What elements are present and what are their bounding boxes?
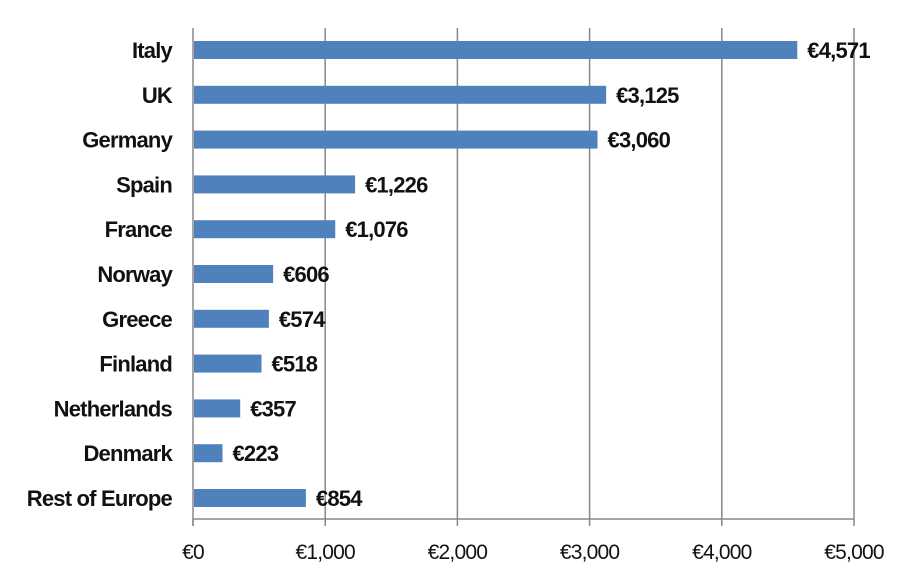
category-label: UK: [142, 83, 173, 108]
value-label: €1,076: [345, 217, 408, 242]
value-label: €574: [279, 307, 326, 332]
category-label: Finland: [99, 352, 172, 377]
bar-italy: [194, 41, 798, 59]
bar-norway: [194, 265, 274, 283]
x-tick-label: €5,000: [824, 541, 884, 564]
category-label: Netherlands: [54, 396, 173, 421]
x-tick-label: €2,000: [428, 541, 488, 564]
labels: €0 €1,000 €2,000 €3,000 €4,000 €5,000 Italy €4,…: [27, 38, 885, 564]
x-tick-label: €4,000: [692, 541, 752, 564]
x-tick-label: €3,000: [560, 541, 620, 564]
value-label: €223: [232, 441, 278, 466]
gridlines: [324, 28, 855, 519]
bar-uk: [194, 85, 607, 104]
bar-france: [194, 220, 336, 239]
axes: [192, 28, 855, 526]
category-label: Norway: [97, 262, 173, 287]
x-tick-label: €1,000: [295, 541, 355, 564]
category-label: Germany: [82, 128, 173, 153]
x-tick-label: €0: [182, 541, 204, 564]
value-label: €3,060: [608, 128, 671, 153]
value-label: €518: [271, 352, 317, 377]
value-label: €357: [250, 396, 296, 421]
category-label: Greece: [102, 307, 172, 332]
value-label: €606: [283, 262, 329, 287]
bar-greece: [194, 309, 269, 328]
bar-spain: [194, 175, 356, 194]
bar-denmark: [194, 444, 223, 463]
category-label: Italy: [132, 38, 174, 63]
category-label: Denmark: [83, 441, 173, 466]
value-label: €4,571: [807, 38, 870, 63]
value-label: €1,226: [365, 172, 428, 197]
bar-rest-of-europe: [194, 489, 306, 507]
bar-netherlands: [194, 399, 241, 418]
bar-germany: [194, 130, 598, 149]
value-label: €3,125: [616, 83, 679, 108]
bars: [194, 41, 798, 507]
bar-finland: [194, 354, 262, 373]
value-label: €854: [316, 486, 363, 511]
category-label: France: [105, 217, 173, 242]
category-label: Rest of Europe: [27, 486, 173, 511]
category-label: Spain: [116, 172, 172, 197]
